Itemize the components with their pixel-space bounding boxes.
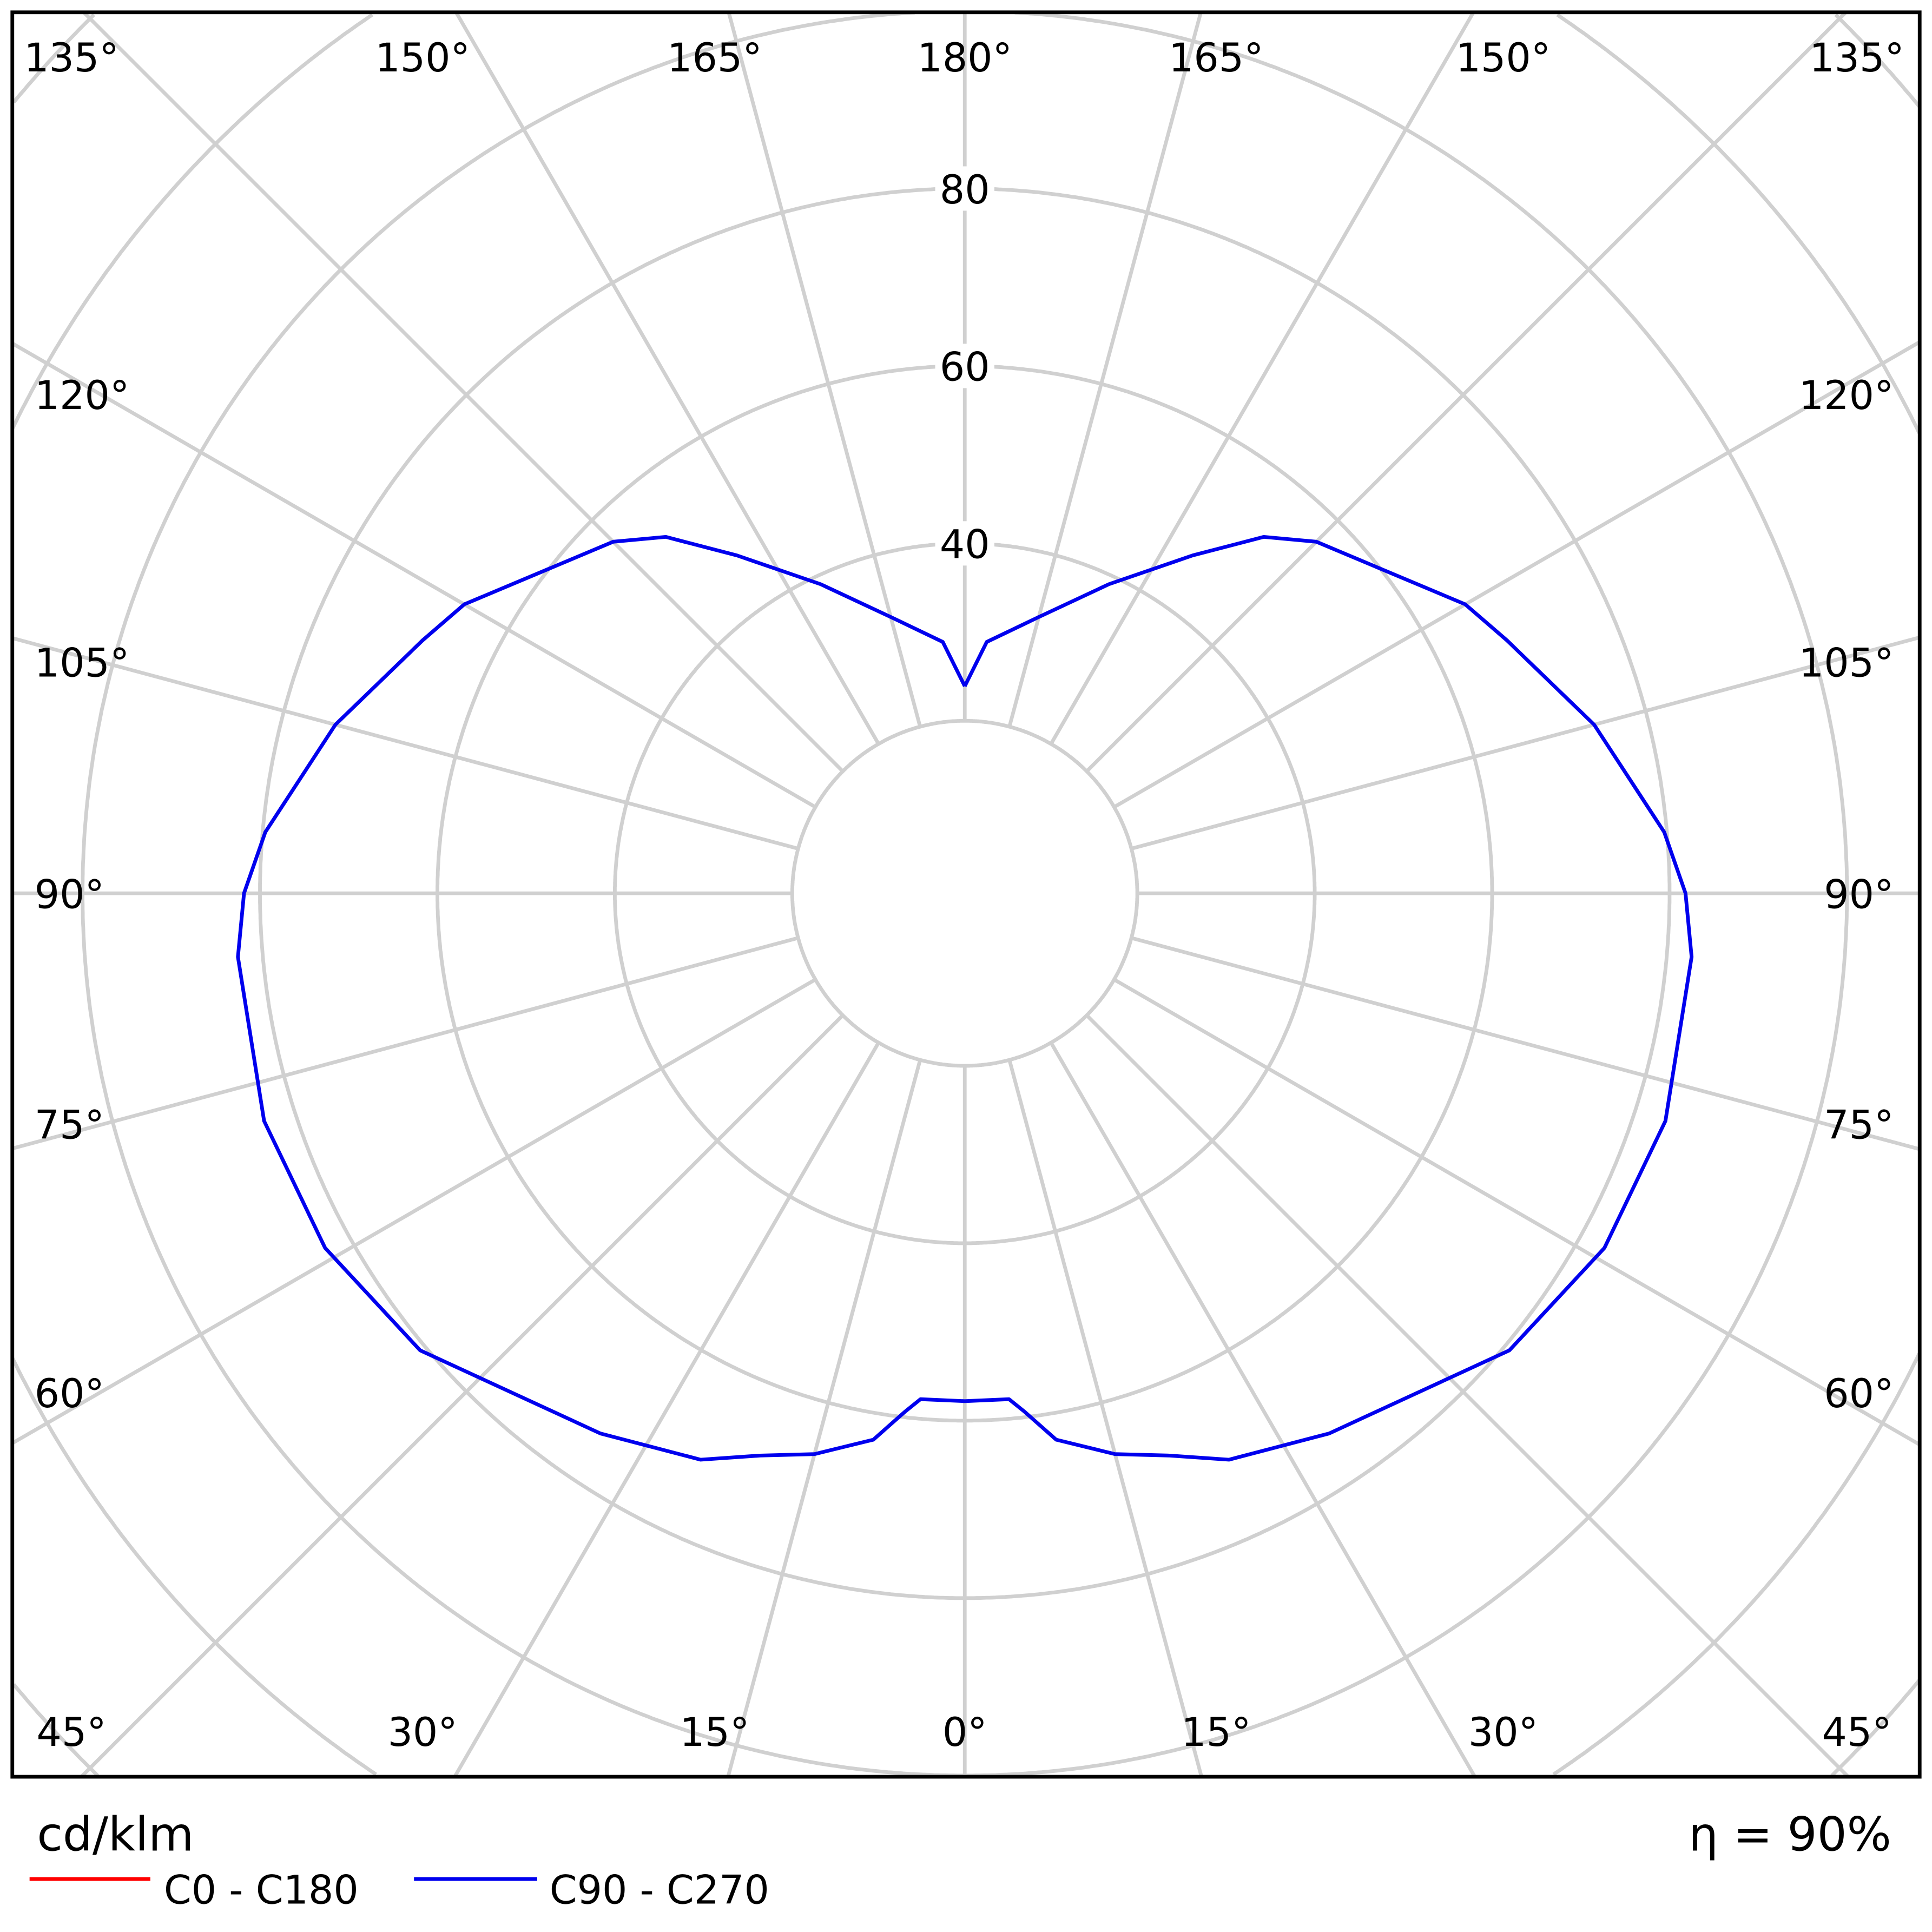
angle-label: 30°: [1468, 1710, 1538, 1756]
radial-gridline: [11, 978, 816, 1445]
radial-gridline: [454, 11, 880, 745]
radial-label-40: 40: [940, 522, 990, 568]
angle-label: 75°: [1824, 1102, 1894, 1148]
ring-gridline-60: [436, 364, 1494, 1423]
polar-grid: [10, 10, 1921, 1778]
ring-gridline-120: [10, 13, 373, 430]
ring-gridline-140: [1834, 13, 1921, 108]
angle-label: 165°: [667, 35, 762, 81]
angle-label: 45°: [37, 1710, 107, 1756]
radial-gridline: [1085, 1014, 1850, 1778]
radial-gridline: [11, 341, 816, 809]
radial-labels: 40 60 80: [935, 166, 994, 568]
efficiency-label: η = 90%: [1689, 1808, 1891, 1862]
radial-gridline: [727, 11, 922, 728]
angle-label: 105°: [1799, 640, 1894, 686]
radial-gridline: [453, 1041, 880, 1778]
radial-label-bg: [935, 344, 994, 388]
radial-gridline: [11, 636, 799, 850]
radial-label-bg: [935, 166, 994, 211]
angle-label: 90°: [35, 872, 104, 918]
plot-frame: [10, 10, 1922, 1779]
radial-gridline: [1007, 1059, 1204, 1777]
radial-gridline: [1131, 635, 1921, 850]
ring-gridline-120: [1556, 13, 1921, 434]
angle-label: 120°: [1799, 373, 1894, 419]
angle-label: 60°: [1824, 1371, 1894, 1417]
angle-label: 105°: [35, 640, 130, 686]
angle-label: 90°: [1824, 872, 1894, 918]
angle-label: 135°: [24, 35, 119, 81]
ring-gridline-120: [1552, 1353, 1921, 1776]
ring-gridline-20: [790, 718, 1139, 1068]
ring-gridline-140: [12, 13, 95, 104]
ring-gridline-40: [613, 541, 1317, 1245]
radial-gridline: [82, 11, 845, 773]
ring-gridline-120: [10, 1357, 377, 1776]
angle-labels: 135° 150° 165° 180° 165° 150° 135° 45° 30° 15° 0° 1…: [24, 35, 1904, 1756]
angle-label: 150°: [1456, 35, 1551, 81]
radial-gridline: [1113, 978, 1921, 1447]
radial-gridline: [80, 1014, 845, 1778]
angle-label: 60°: [35, 1371, 104, 1417]
angle-label: 45°: [1822, 1710, 1892, 1756]
radial-gridline: [1007, 11, 1203, 728]
angle-label: 135°: [1809, 35, 1904, 81]
radial-gridline: [1085, 11, 1847, 773]
radial-label-80: 80: [940, 167, 990, 213]
angle-label: 120°: [35, 373, 130, 419]
radial-label-bg: [935, 521, 994, 566]
ring-gridline-140: [1830, 1679, 1921, 1777]
angle-label: 180°: [917, 35, 1012, 81]
angle-label: 30°: [388, 1710, 458, 1756]
angle-label: 0°: [942, 1710, 987, 1756]
radial-gridline: [1131, 936, 1921, 1151]
legend-label-c90: C90 - C270: [550, 1868, 769, 1914]
radial-gridline: [726, 1059, 922, 1777]
series-curve-1: [236, 535, 1694, 1462]
angle-label: 150°: [375, 35, 470, 81]
angle-label: 165°: [1169, 35, 1264, 81]
radial-gridline: [1049, 11, 1475, 745]
ring-gridline-80: [258, 187, 1672, 1600]
radial-label-60: 60: [940, 345, 990, 391]
unit-label: cd/klm: [37, 1808, 194, 1862]
ring-gridline-140: [12, 1683, 100, 1777]
radial-gridline: [11, 936, 799, 1151]
angle-label: 75°: [35, 1102, 104, 1148]
angle-label: 15°: [680, 1710, 749, 1756]
radial-gridline: [1049, 1041, 1476, 1778]
curves: [236, 535, 1694, 1462]
legend-label-c0: C0 - C180: [164, 1868, 359, 1914]
angle-label: 15°: [1181, 1710, 1251, 1756]
radial-gridline: [1113, 340, 1921, 809]
